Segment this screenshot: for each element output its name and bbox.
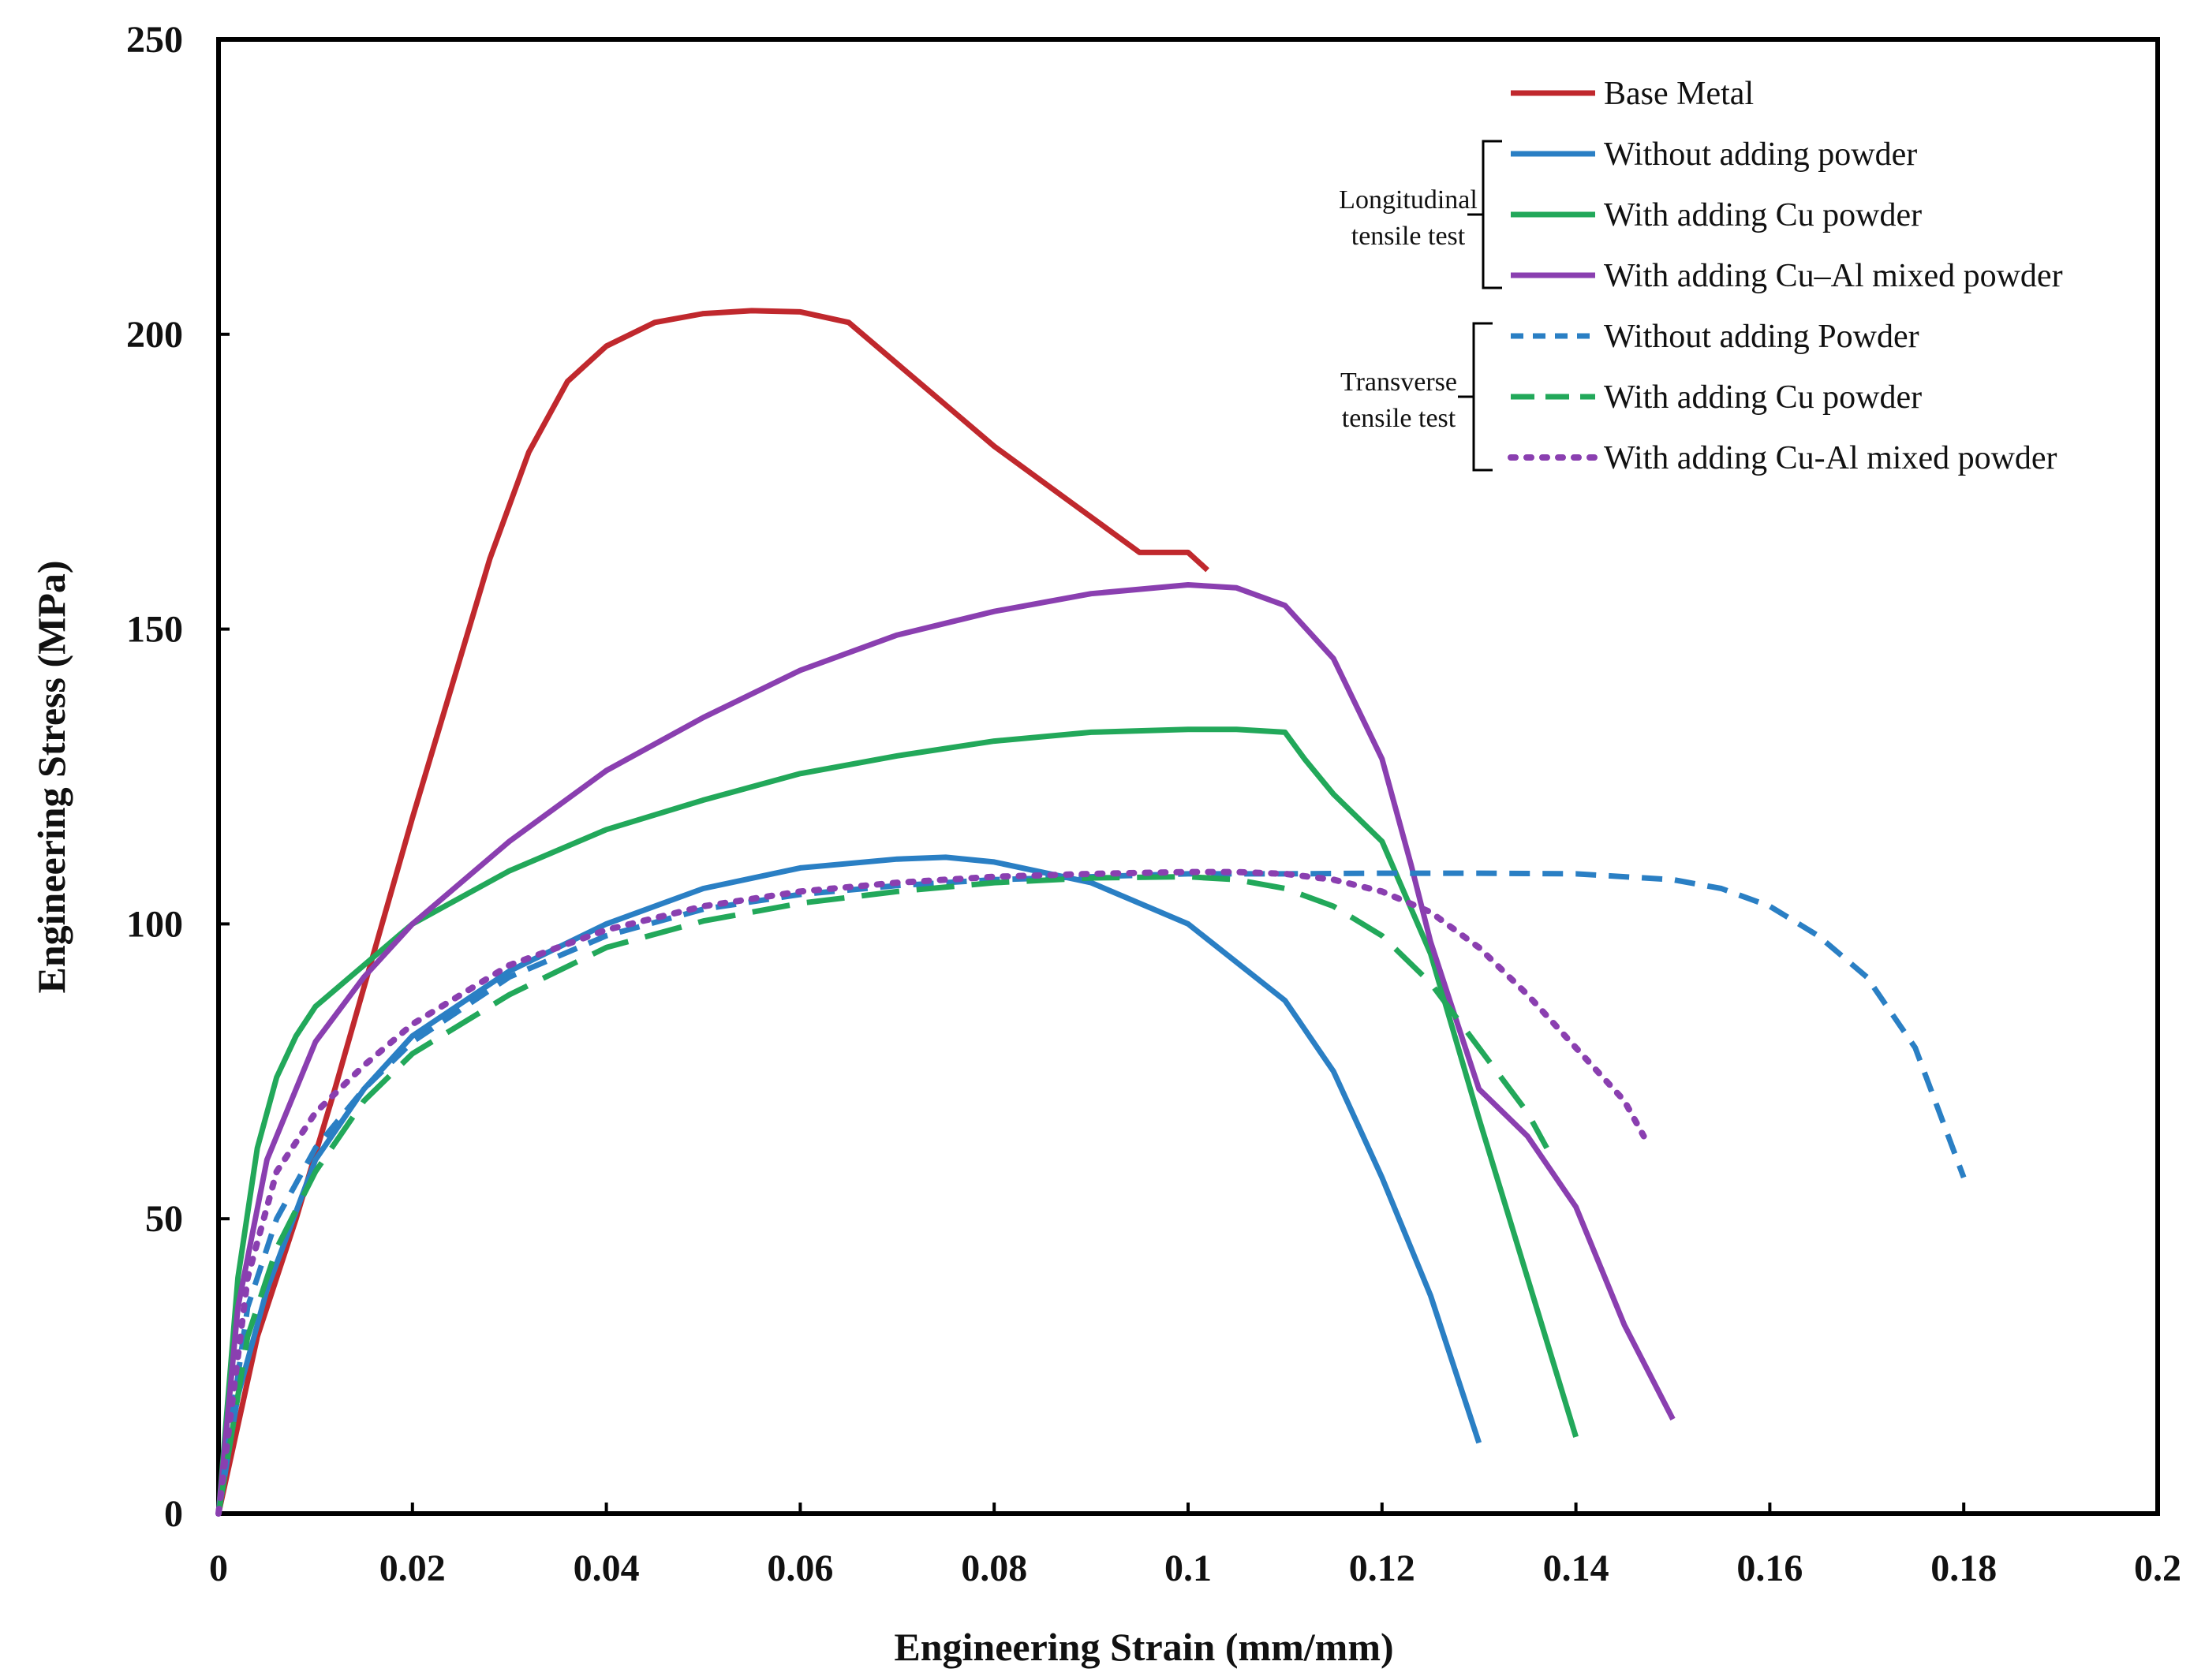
x-tick-label: 0.16 (1736, 1547, 1803, 1589)
series-line-7-with-adding-cu-al-mixed-powder (215, 868, 1647, 1517)
y-tick-label: 50 (145, 1198, 183, 1240)
y-tick-label: 250 (126, 19, 183, 61)
legend-label-6: With adding Cu powder (1604, 379, 1922, 416)
legend-label-5: Without adding Powder (1604, 319, 1919, 355)
series-line-4-with-adding-cu-al-mixed-powder (215, 582, 1676, 1514)
series-line-5-without-adding-powder (215, 870, 1967, 1514)
legend: Base Metal Without adding powder With addi… (1339, 76, 2062, 476)
x-tick-label: 0.14 (1543, 1547, 1609, 1589)
x-axis-title: Engineering Strain (mm/mm) (894, 1625, 1393, 1669)
x-tick-label: 0.2 (2134, 1547, 2181, 1589)
y-tick-label: 150 (126, 609, 183, 651)
legend-label-4: With adding Cu–Al mixed powder (1604, 258, 2063, 294)
x-tick-label: 0.06 (767, 1547, 833, 1589)
series-line-1-base-metal (215, 308, 1209, 1514)
legend-label-1: Base Metal (1604, 76, 1754, 112)
legend-group-bracket (1458, 322, 1493, 472)
x-tick-label: 0.08 (961, 1547, 1027, 1589)
legend-label-3: With adding Cu powder (1604, 197, 1922, 233)
y-tick-label: 0 (164, 1493, 183, 1535)
series-line-6-with-adding-cu-powder (215, 874, 1549, 1514)
series-line-2-without-adding-powder (215, 854, 1482, 1514)
legend-group-label: tensile test (1342, 404, 1456, 433)
x-tick-label: 0 (209, 1547, 228, 1589)
axis-ticks: 0 0.02 0.04 0.06 0.08 0.1 0.12 0.14 0.16 0.18 0.2 0… (126, 19, 2181, 1589)
legend-label-7: With adding Cu-Al mixed powder (1604, 440, 2057, 476)
x-tick-label: 0.1 (1164, 1547, 1212, 1589)
y-tick-label: 100 (126, 903, 183, 945)
legend-group-label: Longitudinal (1339, 185, 1478, 215)
x-tick-label: 0.12 (1349, 1547, 1415, 1589)
legend-group-bracket (1467, 140, 1502, 289)
x-tick-label: 0.02 (379, 1547, 446, 1589)
x-tick-label: 0.04 (574, 1547, 640, 1589)
legend-label-2: Without adding powder (1604, 136, 1917, 173)
legend-group-label: Transverse (1340, 368, 1457, 397)
series-lines (215, 308, 1967, 1517)
y-axis-title: Engineering Stress (MPa) (29, 560, 73, 993)
x-tick-label: 0.18 (1930, 1547, 1997, 1589)
y-tick-label: 200 (126, 314, 183, 356)
legend-group-label: tensile test (1351, 222, 1466, 251)
series-line-3-with-adding-cu-powder (215, 726, 1579, 1514)
